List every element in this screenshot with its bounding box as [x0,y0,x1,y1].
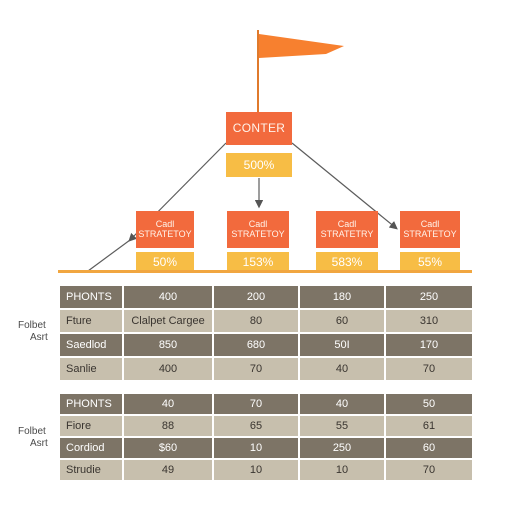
branch-value-box: 583% [316,252,378,272]
table-cell: 60 [300,310,386,334]
table-cell: 40 [300,394,386,416]
side-label: Folbet Asrt [18,426,60,450]
table-cell: 400 [124,286,214,310]
table-cell: 61 [386,416,474,438]
row-label: Strudie [60,460,124,482]
side-label-line: Asrt [30,332,48,343]
table-row: Fture Clalpet Cargee 80 60 310 [60,310,474,334]
table-row: PHONTS 40 70 40 50 [60,394,474,416]
table-cell: 180 [300,286,386,310]
side-label-line: Folbet [18,320,46,331]
branch-node: Cadl STRATETOY [136,211,194,248]
branch-subtitle: STRATETRY [320,228,374,239]
table-cell: 400 [124,358,214,382]
table-row: Saedlod 850 680 50I 170 [60,334,474,358]
branch-subtitle: STRATETOY [403,228,457,239]
table-cell: 70 [214,394,300,416]
table-cell: 70 [214,358,300,382]
table-cell: 250 [300,438,386,460]
branch-value: 50% [152,255,178,269]
row-label: PHONTS [60,286,124,310]
branch-value: 55% [417,255,443,269]
table-cell: 10 [214,460,300,482]
table-cell: 70 [386,460,474,482]
branch-value-box: 50% [136,252,194,272]
table-cell: 50I [300,334,386,358]
table-cell: 40 [124,394,214,416]
branch-node: Cadl STRATETOY [227,211,289,248]
table-cell: 65 [214,416,300,438]
row-label: PHONTS [60,394,124,416]
branch-subtitle: STRATETOY [231,228,285,239]
row-label: Fture [60,310,124,334]
branch-value: 583% [331,255,363,269]
data-table: PHONTS 40 70 40 50 Fiore 88 65 55 61 Cor… [60,394,474,482]
flag-icon [257,30,344,114]
table-cell: 50 [386,394,474,416]
row-label: Cordiod [60,438,124,460]
branch-title: Cadl [155,219,175,230]
table-cell: Clalpet Cargee [124,310,214,334]
side-label: Folbet Asrt [18,320,60,344]
branch-value-box: 153% [227,252,289,272]
branch-title: Cadl [248,219,268,230]
table-cell: 49 [124,460,214,482]
branch-value: 153% [242,255,274,269]
data-table: PHONTS 400 200 180 250 Fture Clalpet Car… [60,286,474,382]
table-cell: 10 [214,438,300,460]
table-cell: 310 [386,310,474,334]
table-cell: 40 [300,358,386,382]
table-cell: 170 [386,334,474,358]
row-label: Sanlie [60,358,124,382]
table-cell: 680 [214,334,300,358]
table-row: Fiore 88 65 55 61 [60,416,474,438]
branch-title: Cadl [337,219,357,230]
table-cell: 70 [386,358,474,382]
side-label-line: Asrt [30,438,48,449]
row-label: Fiore [60,416,124,438]
table-cell: 88 [124,416,214,438]
root-value: 500% [243,158,275,172]
branch-node: Cadl STRATETOY [400,211,460,248]
root-value-box: 500% [226,153,292,177]
table-cell: 250 [386,286,474,310]
row-label: Saedlod [60,334,124,358]
table-cell: 10 [300,460,386,482]
branch-title: Cadl [420,219,440,230]
table-cell: $60 [124,438,214,460]
table-cell: 60 [386,438,474,460]
root-label: CONTER [232,121,286,136]
table-cell: 850 [124,334,214,358]
branch-subtitle: STRATETOY [138,228,192,239]
branch-value-box: 55% [400,252,460,272]
table-row: Sanlie 400 70 40 70 [60,358,474,382]
table-cell: 200 [214,286,300,310]
baseline-divider [58,270,472,273]
table-row: Cordiod $60 10 250 60 [60,438,474,460]
side-label-line: Folbet [18,426,46,437]
table-cell: 80 [214,310,300,334]
root-node: CONTER [226,112,292,145]
branch-node: Cadl STRATETRY [316,211,378,248]
table-row: PHONTS 400 200 180 250 [60,286,474,310]
table-cell: 55 [300,416,386,438]
table-row: Strudie 49 10 10 70 [60,460,474,482]
